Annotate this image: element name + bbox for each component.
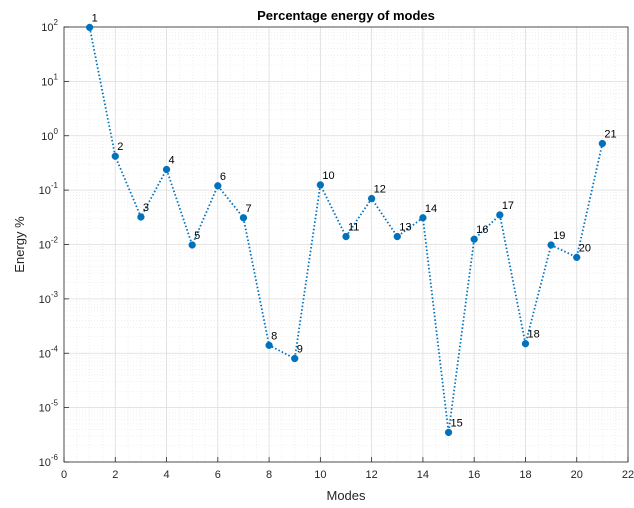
point-label-8: 8 bbox=[271, 330, 277, 342]
data-point-16 bbox=[470, 235, 478, 243]
x-tick-label: 22 bbox=[622, 469, 634, 481]
y-tick-label: 10-3 bbox=[39, 290, 59, 306]
y-tick-label: 10-1 bbox=[39, 181, 59, 197]
x-tick-label: 18 bbox=[519, 469, 531, 481]
x-axis-ticks: 0 2 4 6 8 10 12 14 16 18 20 22 bbox=[61, 457, 634, 481]
y-tick-label: 102 bbox=[41, 18, 58, 34]
point-label-9: 9 bbox=[297, 344, 303, 356]
y-tick-label: 10-4 bbox=[39, 344, 59, 360]
point-label-20: 20 bbox=[579, 242, 591, 254]
point-label-1: 1 bbox=[92, 12, 98, 24]
point-label-5: 5 bbox=[194, 230, 200, 242]
data-point-19 bbox=[547, 241, 555, 249]
data-point-9 bbox=[291, 354, 299, 363]
data-point-18 bbox=[521, 340, 530, 348]
x-tick-label: 20 bbox=[571, 469, 583, 481]
data-point-10 bbox=[316, 181, 325, 189]
data-point-2 bbox=[111, 152, 119, 160]
x-tick-label: 14 bbox=[417, 469, 429, 481]
point-label-6: 6 bbox=[220, 171, 226, 183]
minor-grid bbox=[64, 27, 628, 462]
y-tick-label: 10-2 bbox=[39, 236, 59, 252]
x-tick-label: 6 bbox=[215, 469, 221, 481]
point-label-11: 11 bbox=[348, 222, 359, 234]
y-axis-ticks: 10-6 10-5 10-4 10-3 10-2 10-1 100 101 102 bbox=[39, 18, 69, 469]
data-point-14 bbox=[419, 214, 427, 222]
point-label-14: 14 bbox=[425, 203, 437, 215]
data-point-17 bbox=[496, 211, 504, 219]
x-axis-label: Modes bbox=[326, 488, 366, 503]
y-axis-label: Energy % bbox=[12, 216, 27, 273]
series-line bbox=[88, 27, 604, 433]
point-label-3: 3 bbox=[143, 202, 149, 214]
point-label-18: 18 bbox=[527, 329, 539, 341]
data-point-20 bbox=[573, 253, 581, 262]
data-point-6 bbox=[214, 182, 222, 190]
x-tick-label: 8 bbox=[266, 469, 272, 481]
point-label-12: 12 bbox=[374, 184, 386, 196]
point-label-10: 10 bbox=[322, 170, 334, 182]
data-point-13 bbox=[393, 232, 401, 241]
point-label-16: 16 bbox=[476, 224, 488, 236]
y-tick-label: 100 bbox=[41, 127, 58, 143]
point-label-21: 21 bbox=[604, 129, 616, 141]
x-tick-label: 4 bbox=[163, 469, 169, 481]
data-point-11 bbox=[342, 232, 350, 241]
data-point-12 bbox=[367, 194, 376, 203]
data-point-4 bbox=[162, 165, 171, 174]
point-label-13: 13 bbox=[399, 222, 411, 234]
series-markers bbox=[85, 23, 607, 437]
x-tick-label: 12 bbox=[366, 469, 378, 481]
y-tick-label: 101 bbox=[41, 72, 58, 88]
y-tick-label: 10-5 bbox=[39, 399, 59, 415]
data-point-3 bbox=[137, 213, 145, 221]
point-label-4: 4 bbox=[169, 154, 175, 166]
data-point-1 bbox=[85, 23, 94, 32]
x-tick-label: 0 bbox=[61, 469, 67, 481]
y-tick-label: 10-6 bbox=[39, 453, 59, 469]
point-label-15: 15 bbox=[451, 417, 463, 429]
x-tick-label: 2 bbox=[112, 469, 118, 481]
data-point-21 bbox=[598, 139, 607, 148]
point-label-17: 17 bbox=[502, 200, 514, 212]
x-tick-label: 16 bbox=[468, 469, 480, 481]
chart-title: Percentage energy of modes bbox=[257, 8, 435, 23]
data-point-15 bbox=[444, 428, 453, 437]
x-tick-label: 10 bbox=[314, 469, 326, 481]
point-label-2: 2 bbox=[117, 141, 123, 153]
point-label-7: 7 bbox=[245, 203, 251, 215]
point-label-19: 19 bbox=[553, 230, 565, 242]
data-point-8 bbox=[265, 341, 273, 349]
data-point-7 bbox=[239, 214, 248, 222]
data-point-5 bbox=[188, 241, 196, 249]
